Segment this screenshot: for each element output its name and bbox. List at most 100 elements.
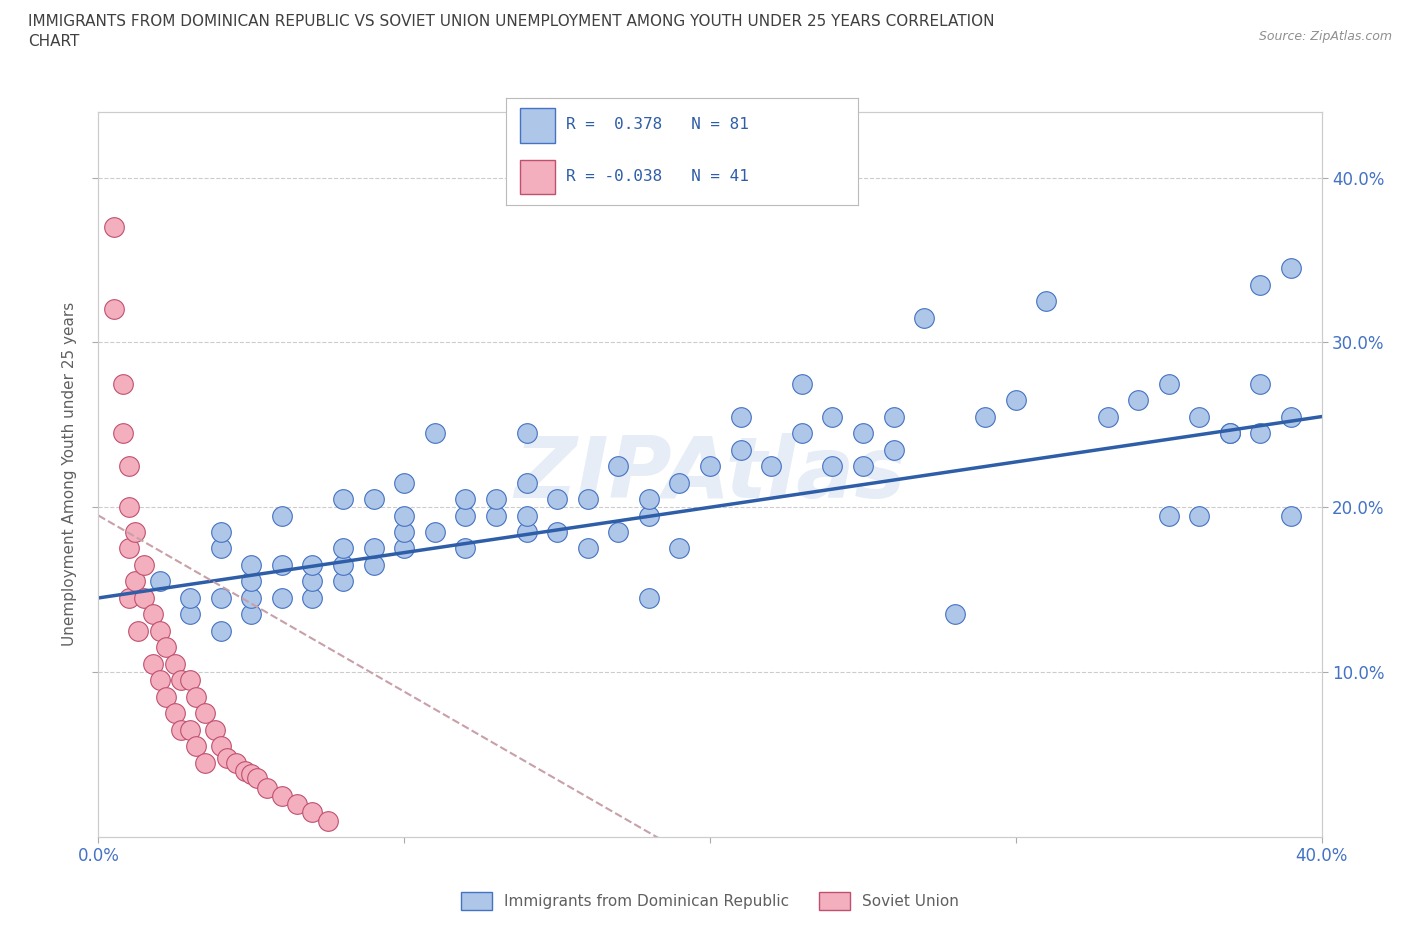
Point — [1279, 409, 1302, 424]
Point — [943, 607, 966, 622]
Point — [134, 591, 156, 605]
Point — [790, 426, 813, 441]
Point — [821, 458, 844, 473]
Point — [240, 558, 263, 573]
Point — [1128, 392, 1150, 407]
Point — [1279, 260, 1302, 275]
Point — [103, 219, 125, 234]
Point — [179, 723, 201, 737]
Point — [392, 475, 416, 490]
Point — [194, 706, 217, 721]
Point — [1157, 508, 1180, 523]
Point — [730, 409, 752, 424]
Point — [124, 525, 146, 539]
Point — [1004, 392, 1026, 407]
Point — [1035, 294, 1057, 309]
Point — [1249, 277, 1271, 292]
Point — [637, 508, 661, 523]
Legend: Immigrants from Dominican Republic, Soviet Union: Immigrants from Dominican Republic, Sovi… — [456, 885, 965, 916]
Point — [883, 409, 905, 424]
Point — [149, 623, 172, 638]
Point — [1219, 426, 1241, 441]
Point — [516, 475, 538, 490]
Point — [209, 623, 232, 638]
Point — [118, 499, 141, 514]
Point — [852, 458, 875, 473]
Point — [301, 558, 323, 573]
Point — [142, 607, 165, 622]
Point — [363, 541, 385, 556]
Point — [516, 508, 538, 523]
Point — [668, 541, 690, 556]
Point — [209, 541, 232, 556]
Point — [118, 458, 141, 473]
Point — [240, 574, 263, 589]
Point — [256, 780, 278, 795]
Point — [225, 755, 247, 770]
Point — [163, 706, 186, 721]
Point — [209, 591, 232, 605]
Point — [194, 755, 217, 770]
Point — [270, 558, 292, 573]
Point — [516, 426, 538, 441]
Point — [1097, 409, 1119, 424]
Point — [179, 607, 201, 622]
Point — [454, 541, 477, 556]
Text: Source: ZipAtlas.com: Source: ZipAtlas.com — [1258, 30, 1392, 43]
Point — [546, 492, 568, 507]
Point — [149, 673, 172, 688]
Point — [332, 558, 354, 573]
Point — [155, 689, 177, 704]
Bar — [520, 160, 555, 194]
Point — [912, 311, 935, 325]
Point — [246, 770, 269, 785]
Point — [392, 508, 416, 523]
Point — [821, 409, 844, 424]
Point — [301, 591, 323, 605]
Point — [1279, 508, 1302, 523]
Point — [204, 723, 226, 737]
Point — [363, 558, 385, 573]
Point — [516, 525, 538, 539]
Point — [607, 525, 630, 539]
Point — [454, 492, 477, 507]
Point — [637, 591, 661, 605]
Point — [576, 492, 599, 507]
Point — [392, 541, 416, 556]
Point — [270, 591, 292, 605]
Point — [103, 302, 125, 317]
Point — [127, 623, 149, 638]
Point — [209, 525, 232, 539]
Point — [392, 525, 416, 539]
Point — [179, 591, 201, 605]
Point — [332, 541, 354, 556]
Point — [170, 723, 193, 737]
Point — [179, 673, 201, 688]
Point — [730, 442, 752, 457]
Point — [699, 458, 721, 473]
Point — [285, 797, 308, 812]
Point — [485, 492, 508, 507]
Point — [454, 508, 477, 523]
Y-axis label: Unemployment Among Youth under 25 years: Unemployment Among Youth under 25 years — [62, 302, 77, 646]
Point — [363, 492, 385, 507]
Point — [170, 673, 193, 688]
Point — [111, 377, 134, 392]
Point — [1188, 409, 1211, 424]
Point — [607, 458, 630, 473]
Text: R =  0.378   N = 81: R = 0.378 N = 81 — [565, 117, 749, 132]
Point — [316, 813, 339, 828]
Point — [1249, 377, 1271, 392]
Point — [142, 657, 165, 671]
Point — [759, 458, 782, 473]
Point — [423, 426, 446, 441]
Point — [186, 689, 208, 704]
Point — [485, 508, 508, 523]
Point — [974, 409, 997, 424]
Point — [118, 541, 141, 556]
Point — [240, 607, 263, 622]
Text: IMMIGRANTS FROM DOMINICAN REPUBLIC VS SOVIET UNION UNEMPLOYMENT AMONG YOUTH UNDE: IMMIGRANTS FROM DOMINICAN REPUBLIC VS SO… — [28, 14, 994, 29]
Point — [118, 591, 141, 605]
Point — [546, 525, 568, 539]
Point — [1249, 426, 1271, 441]
